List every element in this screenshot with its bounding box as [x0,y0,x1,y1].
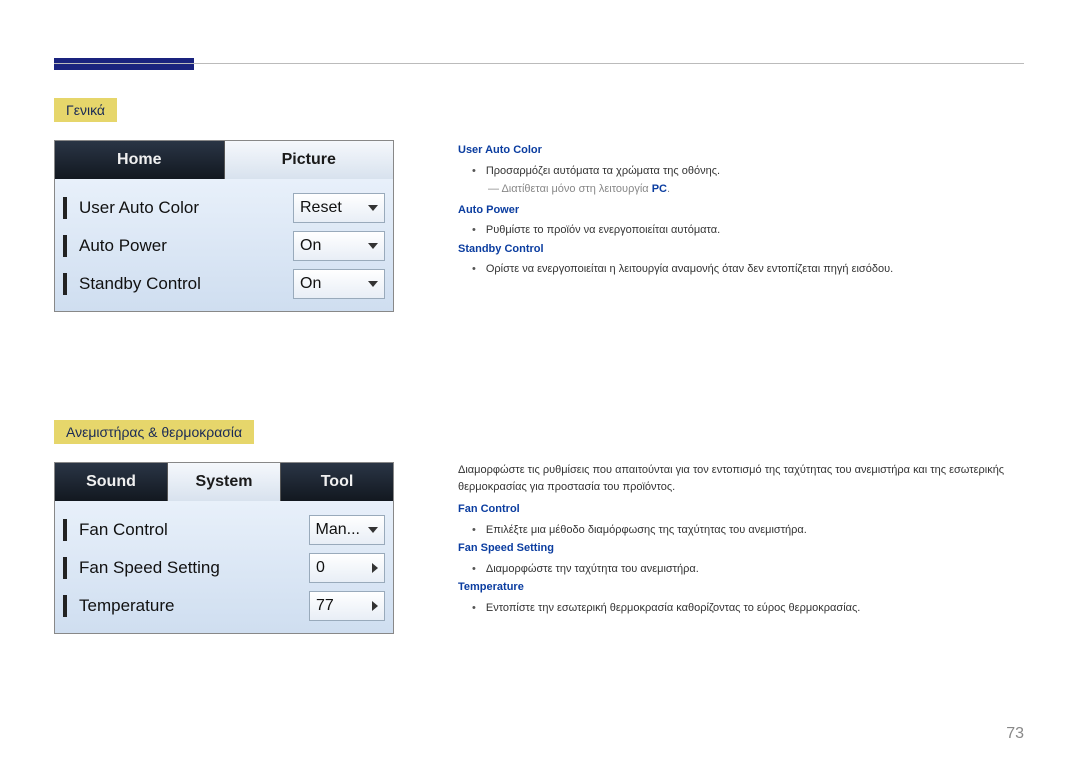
row-auto-power[interactable]: Auto Power On [63,227,385,265]
row-marker [63,557,67,579]
desc-bullet: Ορίστε να ενεργοποιείται η λειτουργία αν… [472,261,1024,278]
desc-bullet: Επιλέξτε μια μέθοδο διαμόρφωσης της ταχύ… [472,522,1024,539]
description-general: User Auto Color Προσαρμόζει αυτόματα τα … [458,140,1024,312]
desc-heading-user-auto-color: User Auto Color [458,142,1024,159]
stepper-value: 77 [316,597,334,615]
ui-panel-general: Home Picture User Auto Color Reset [54,140,394,312]
row-marker [63,519,67,541]
desc-text: Ρυθμίστε το προϊόν να ενεργοποιείται αυτ… [486,222,720,239]
row-temperature[interactable]: Temperature 77 [63,587,385,625]
row-user-auto-color[interactable]: User Auto Color Reset [63,189,385,227]
desc-bullet: Προσαρμόζει αυτόματα τα χρώματα της οθόν… [472,163,1024,180]
desc-heading-standby-control: Standby Control [458,241,1024,258]
section-fan-temperature: Ανεμιστήρας & θερμοκρασία Sound System T… [54,420,1024,634]
stepper-value: 0 [316,559,325,577]
row-label: Auto Power [79,236,285,256]
note-text: ― Διατίθεται μόνο στη λειτουργία [488,183,652,195]
chevron-right-icon [372,601,378,611]
dropdown-value: On [300,275,321,293]
desc-text: Επιλέξτε μια μέθοδο διαμόρφωσης της ταχύ… [486,522,807,539]
dropdown-user-auto-color[interactable]: Reset [293,193,385,223]
section-title-general: Γενικά [54,98,117,122]
chevron-down-icon [368,243,378,249]
section-title-fan: Ανεμιστήρας & θερμοκρασία [54,420,254,444]
tab-system[interactable]: System [168,463,281,501]
row-fan-control[interactable]: Fan Control Man... [63,511,385,549]
chevron-right-icon [372,563,378,573]
dropdown-auto-power[interactable]: On [293,231,385,261]
desc-note: ― Διατίθεται μόνο στη λειτουργία PC. [488,181,1024,198]
row-fan-speed[interactable]: Fan Speed Setting 0 [63,549,385,587]
desc-bullet: Ρυθμίστε το προϊόν να ενεργοποιείται αυτ… [472,222,1024,239]
desc-heading-fan-control: Fan Control [458,501,1024,518]
page-number: 73 [1006,725,1024,743]
dropdown-value: Reset [300,199,342,217]
tabs-general: Home Picture [55,141,393,179]
tab-home[interactable]: Home [55,141,225,179]
tabs-fan: Sound System Tool [55,463,393,501]
dropdown-standby-control[interactable]: On [293,269,385,299]
row-label: Standby Control [79,274,285,294]
chevron-down-icon [368,527,378,533]
row-marker [63,197,67,219]
ui-panel-fan: Sound System Tool Fan Control Man... [54,462,394,634]
tab-sound[interactable]: Sound [55,463,168,501]
row-marker [63,273,67,295]
desc-heading-temperature: Temperature [458,579,1024,596]
dropdown-value: Man... [316,521,360,539]
desc-bullet: Διαμορφώστε την ταχύτητα του ανεμιστήρα. [472,561,1024,578]
tab-picture[interactable]: Picture [225,141,394,179]
desc-text: Ορίστε να ενεργοποιείται η λειτουργία αν… [486,261,893,278]
stepper-temperature[interactable]: 77 [309,591,385,621]
intro-text: Διαμορφώστε τις ρυθμίσεις που απαιτούντα… [458,462,1024,495]
tab-tool[interactable]: Tool [281,463,393,501]
desc-text: Διαμορφώστε την ταχύτητα του ανεμιστήρα. [486,561,699,578]
row-label: Fan Speed Setting [79,558,301,578]
chevron-down-icon [368,205,378,211]
desc-heading-auto-power: Auto Power [458,202,1024,219]
chevron-down-icon [368,281,378,287]
row-label: Temperature [79,596,301,616]
note-pc: PC [652,183,667,195]
desc-bullet: Εντοπίστε την εσωτερική θερμοκρασία καθο… [472,600,1024,617]
section-general: Γενικά Home Picture User Auto Color Rese… [54,98,1024,312]
row-label: Fan Control [79,520,301,540]
desc-text: Εντοπίστε την εσωτερική θερμοκρασία καθο… [486,600,861,617]
header-rule [54,63,1024,64]
row-marker [63,595,67,617]
header-accent [54,58,194,70]
desc-text: Προσαρμόζει αυτόματα τα χρώματα της οθόν… [486,163,720,180]
dropdown-value: On [300,237,321,255]
desc-heading-fan-speed: Fan Speed Setting [458,540,1024,557]
row-marker [63,235,67,257]
description-fan: Διαμορφώστε τις ρυθμίσεις που απαιτούντα… [458,462,1024,634]
stepper-fan-speed[interactable]: 0 [309,553,385,583]
row-standby-control[interactable]: Standby Control On [63,265,385,303]
row-label: User Auto Color [79,198,285,218]
dropdown-fan-control[interactable]: Man... [309,515,385,545]
